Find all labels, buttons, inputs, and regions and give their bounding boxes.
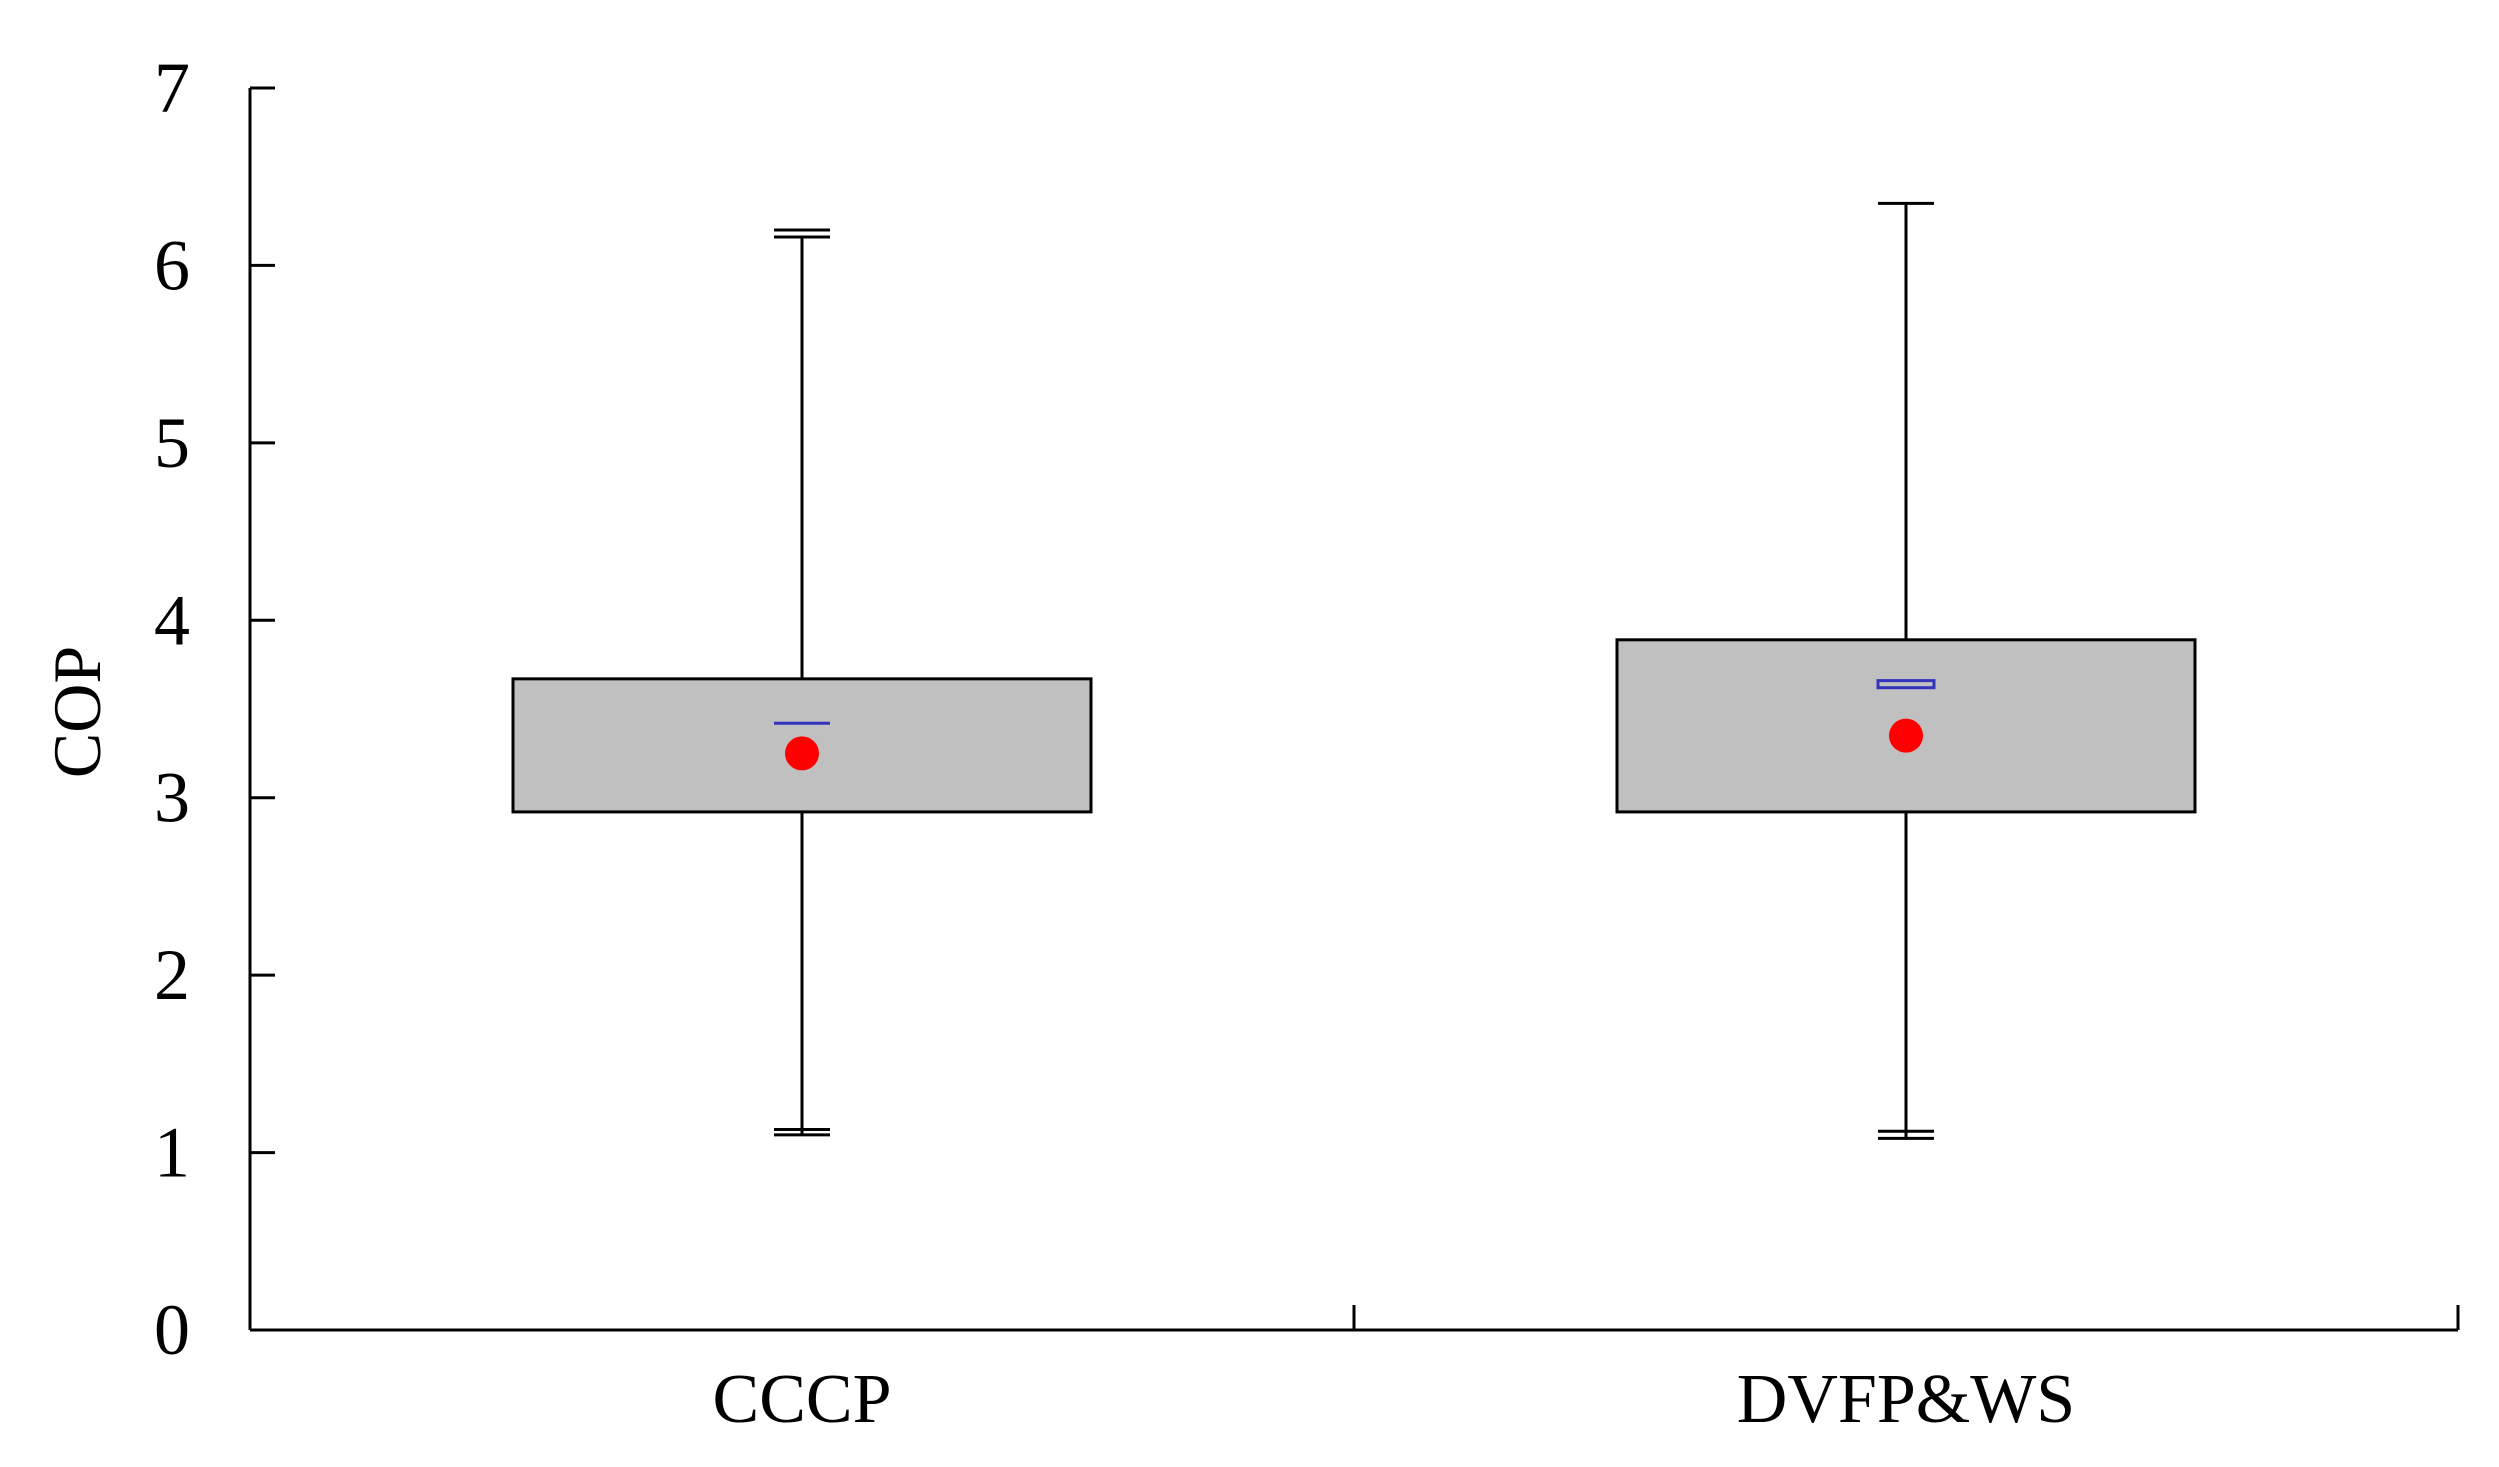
labels: COP	[39, 646, 115, 778]
box-group-dvfp-ws	[1615, 201, 2197, 1140]
y-tick-label-4: 4	[154, 580, 190, 660]
boxes	[511, 201, 2197, 1140]
y-tick-label-1: 1	[154, 1113, 190, 1193]
mean-point	[785, 736, 819, 771]
y-tick-label-5: 5	[154, 403, 190, 483]
iqr-box	[1615, 638, 2197, 814]
box-group-cccp	[511, 228, 1093, 1137]
mean-point	[1889, 718, 1923, 753]
x-tick-label-2: DVFP&WS	[1737, 1361, 2075, 1438]
axes: 0 1 2 3 4 5 6 7 CCCP DVFP&WS	[154, 48, 2460, 1438]
y-tick-label-3: 3	[154, 758, 190, 838]
x-tick-label-1: CCCP	[713, 1361, 892, 1438]
y-tick-label-2: 2	[154, 935, 190, 1015]
y-tick-label-7: 7	[154, 48, 190, 128]
median-marker	[1876, 679, 1936, 690]
y-tick-label-6: 6	[154, 225, 190, 305]
y-tick-label-0: 0	[154, 1290, 190, 1370]
y-axis-label: COP	[39, 646, 115, 778]
